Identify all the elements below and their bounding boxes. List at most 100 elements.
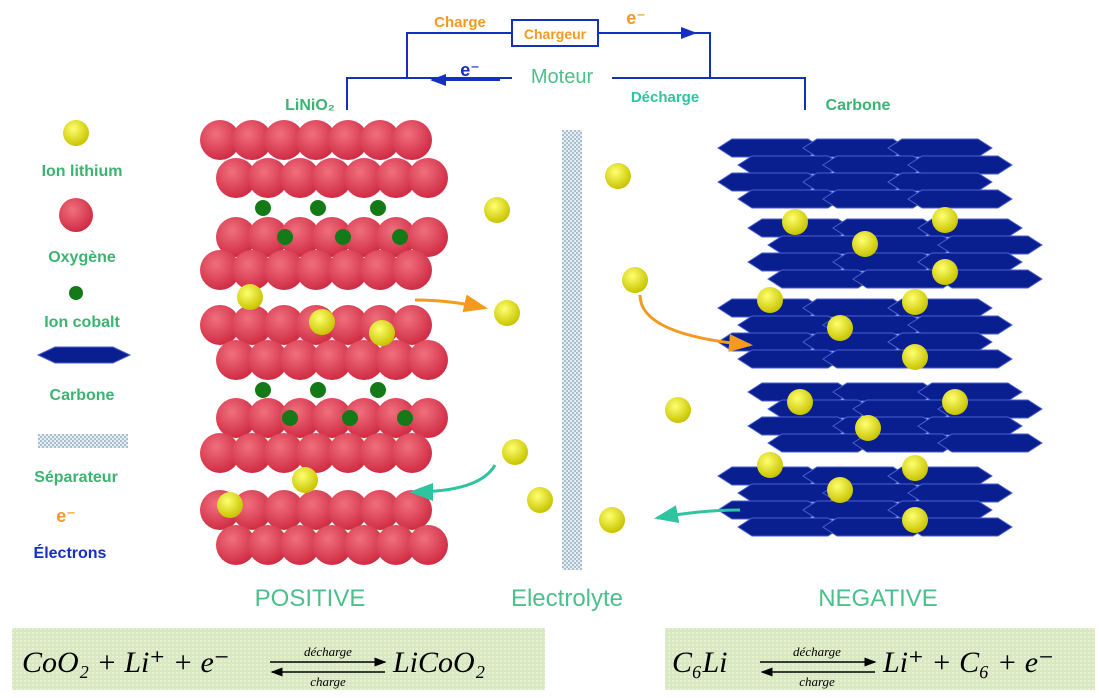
separator <box>562 130 582 570</box>
cobalt-ion <box>342 410 358 426</box>
graphite-sheet <box>937 235 1043 255</box>
lithium-ion <box>622 267 648 293</box>
wire <box>406 32 512 78</box>
oxygen-atom <box>200 250 240 290</box>
legend-symbol: e⁻ <box>56 506 76 526</box>
oxygen-atom <box>296 433 336 473</box>
lithium-ion <box>757 287 783 313</box>
graphite-sheet <box>937 433 1043 453</box>
circuit <box>346 19 806 110</box>
equation-products: Li⁺ + C₆ + e⁻ <box>882 646 1054 679</box>
oxygen-atom <box>248 525 288 565</box>
lithium-ion <box>932 207 958 233</box>
electron-label: e⁻ <box>626 8 646 28</box>
oxygen-atom <box>328 120 368 160</box>
cobalt-ion <box>255 200 271 216</box>
oxygen-atom <box>408 158 448 198</box>
graphite-sheet <box>907 315 1013 335</box>
legend-label: Séparateur <box>34 469 118 486</box>
oxygen-atom <box>328 250 368 290</box>
cobalt-ion <box>335 229 351 245</box>
oxygen-atom <box>360 120 400 160</box>
oxygen-atom <box>264 250 304 290</box>
oxygen-atom <box>360 250 400 290</box>
oxygen-atom <box>296 490 336 530</box>
oxygen-atom <box>216 217 256 257</box>
legend-label: Ion lithium <box>42 163 123 180</box>
lithium-ions <box>217 163 968 533</box>
oxygen-atom <box>376 398 416 438</box>
oxygen-atom <box>392 433 432 473</box>
wire <box>612 77 806 110</box>
oxygen-atom <box>376 158 416 198</box>
legend-symbol <box>69 286 83 300</box>
oxygen-atom <box>344 158 384 198</box>
lithium-ion <box>902 344 928 370</box>
graphite-sheet <box>887 332 993 352</box>
positive-electrode <box>200 120 448 565</box>
lithium-ion <box>902 289 928 315</box>
oxygen-atom <box>360 433 400 473</box>
lithium-ion <box>827 315 853 341</box>
oxygen-atom <box>344 525 384 565</box>
negative-label: NEGATIVE <box>818 585 938 612</box>
electron-label: e⁻ <box>460 60 480 80</box>
equation-forward: décharge <box>304 644 352 659</box>
oxygen-atom <box>232 120 272 160</box>
lithium-ion <box>502 439 528 465</box>
cobalt-ion <box>310 200 326 216</box>
lithium-ion <box>782 209 808 235</box>
oxygen-atom <box>328 490 368 530</box>
graphite-sheet <box>917 382 1023 402</box>
ion-arrow <box>409 464 497 501</box>
lithium-ion <box>787 389 813 415</box>
wire <box>346 77 512 110</box>
graphite-sheet <box>917 416 1023 436</box>
lithium-ion <box>292 467 318 493</box>
wire <box>598 32 711 78</box>
oxygen-atom <box>216 158 256 198</box>
oxygen-atom <box>392 120 432 160</box>
lithium-ion <box>309 309 335 335</box>
motor-label: Moteur <box>531 66 594 88</box>
legend-label: Carbone <box>50 387 115 404</box>
oxygen-atom <box>232 305 272 345</box>
legend-label: Oxygène <box>48 249 116 266</box>
oxygen-atom <box>312 340 352 380</box>
positive-label: POSITIVE <box>255 585 366 612</box>
cobalt-ion <box>392 229 408 245</box>
equation-forward: décharge <box>793 644 841 659</box>
oxygen-atom <box>392 490 432 530</box>
ion-arrow <box>654 505 741 524</box>
oxygen-atom <box>216 398 256 438</box>
equation-backward: charge <box>310 674 346 689</box>
oxygen-atom <box>264 490 304 530</box>
lithium-ion <box>827 477 853 503</box>
oxygen-atom <box>280 217 320 257</box>
legend-symbol <box>59 198 93 232</box>
oxygen-atom <box>312 217 352 257</box>
ion-arrow <box>414 294 488 313</box>
lithium-ion <box>237 284 263 310</box>
lithium-ion <box>369 320 395 346</box>
oxygen-atom <box>232 433 272 473</box>
lithium-ion <box>902 507 928 533</box>
ion-arrows <box>409 294 753 524</box>
oxygen-atom <box>264 305 304 345</box>
legend-symbol <box>63 120 89 146</box>
oxygen-atom <box>312 158 352 198</box>
lithium-ion <box>852 231 878 257</box>
oxygen-atom <box>408 217 448 257</box>
charger-label: Chargeur <box>524 26 587 42</box>
oxygen-atom <box>312 525 352 565</box>
oxygen-atom <box>392 250 432 290</box>
discharge-label: Décharge <box>631 89 699 106</box>
oxygen-atom <box>200 305 240 345</box>
cobalt-ion <box>397 410 413 426</box>
charge-label: Charge <box>434 14 486 31</box>
cobalt-ion <box>370 200 386 216</box>
oxygen-atom <box>248 158 288 198</box>
charger-box <box>511 19 599 47</box>
oxygen-atom <box>280 340 320 380</box>
oxygen-atom <box>344 340 384 380</box>
